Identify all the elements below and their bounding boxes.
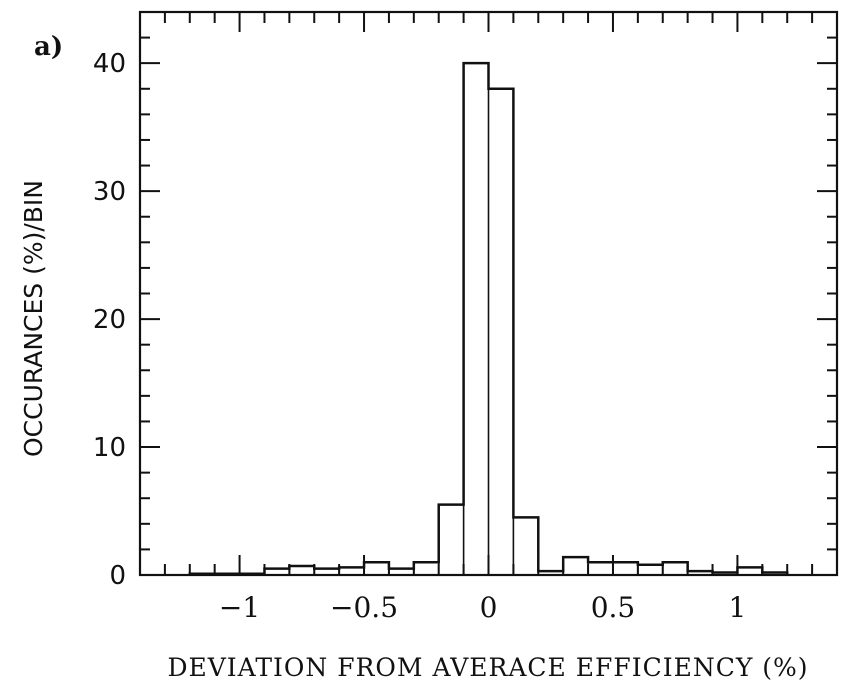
histogram-bin [638, 565, 663, 575]
histogram-bin [414, 562, 439, 575]
y-tick-label: 40 [93, 49, 126, 79]
histogram-bin [364, 562, 389, 575]
y-axis-title: OCCURANCES (%)/BIN [19, 180, 48, 457]
histogram-bin [464, 63, 489, 575]
y-tick-label: 20 [93, 305, 126, 335]
y-tick-label: 30 [93, 177, 126, 207]
histogram-bin [663, 562, 688, 575]
x-tick-label: 0 [480, 591, 498, 624]
x-axis-title: DEVIATION FROM AVERACE EFFICIENCY (%) [167, 653, 808, 682]
histogram-step-outline [188, 61, 789, 575]
histogram-bin [613, 562, 638, 575]
histogram-bin [489, 89, 514, 575]
histogram-bin [513, 517, 538, 575]
y-tick-label: 10 [93, 433, 126, 463]
panel-label: a) [34, 32, 63, 62]
x-tick-label: 1 [729, 591, 747, 624]
histogram-bars [288, 63, 688, 575]
histogram-bin [289, 566, 314, 575]
x-tick-labels: −1 −0.5 0 0.5 1 [219, 591, 746, 624]
y-tick-labels: 0 10 20 30 40 [93, 49, 126, 591]
histogram-bin [439, 505, 464, 575]
x-tick-label: −0.5 [330, 591, 398, 624]
y-tick-label: 0 [109, 561, 126, 591]
x-tick-label: 0.5 [591, 591, 636, 624]
x-tick-label: −1 [219, 591, 260, 624]
histogram-bin [563, 557, 588, 575]
histogram-bin [588, 562, 613, 575]
